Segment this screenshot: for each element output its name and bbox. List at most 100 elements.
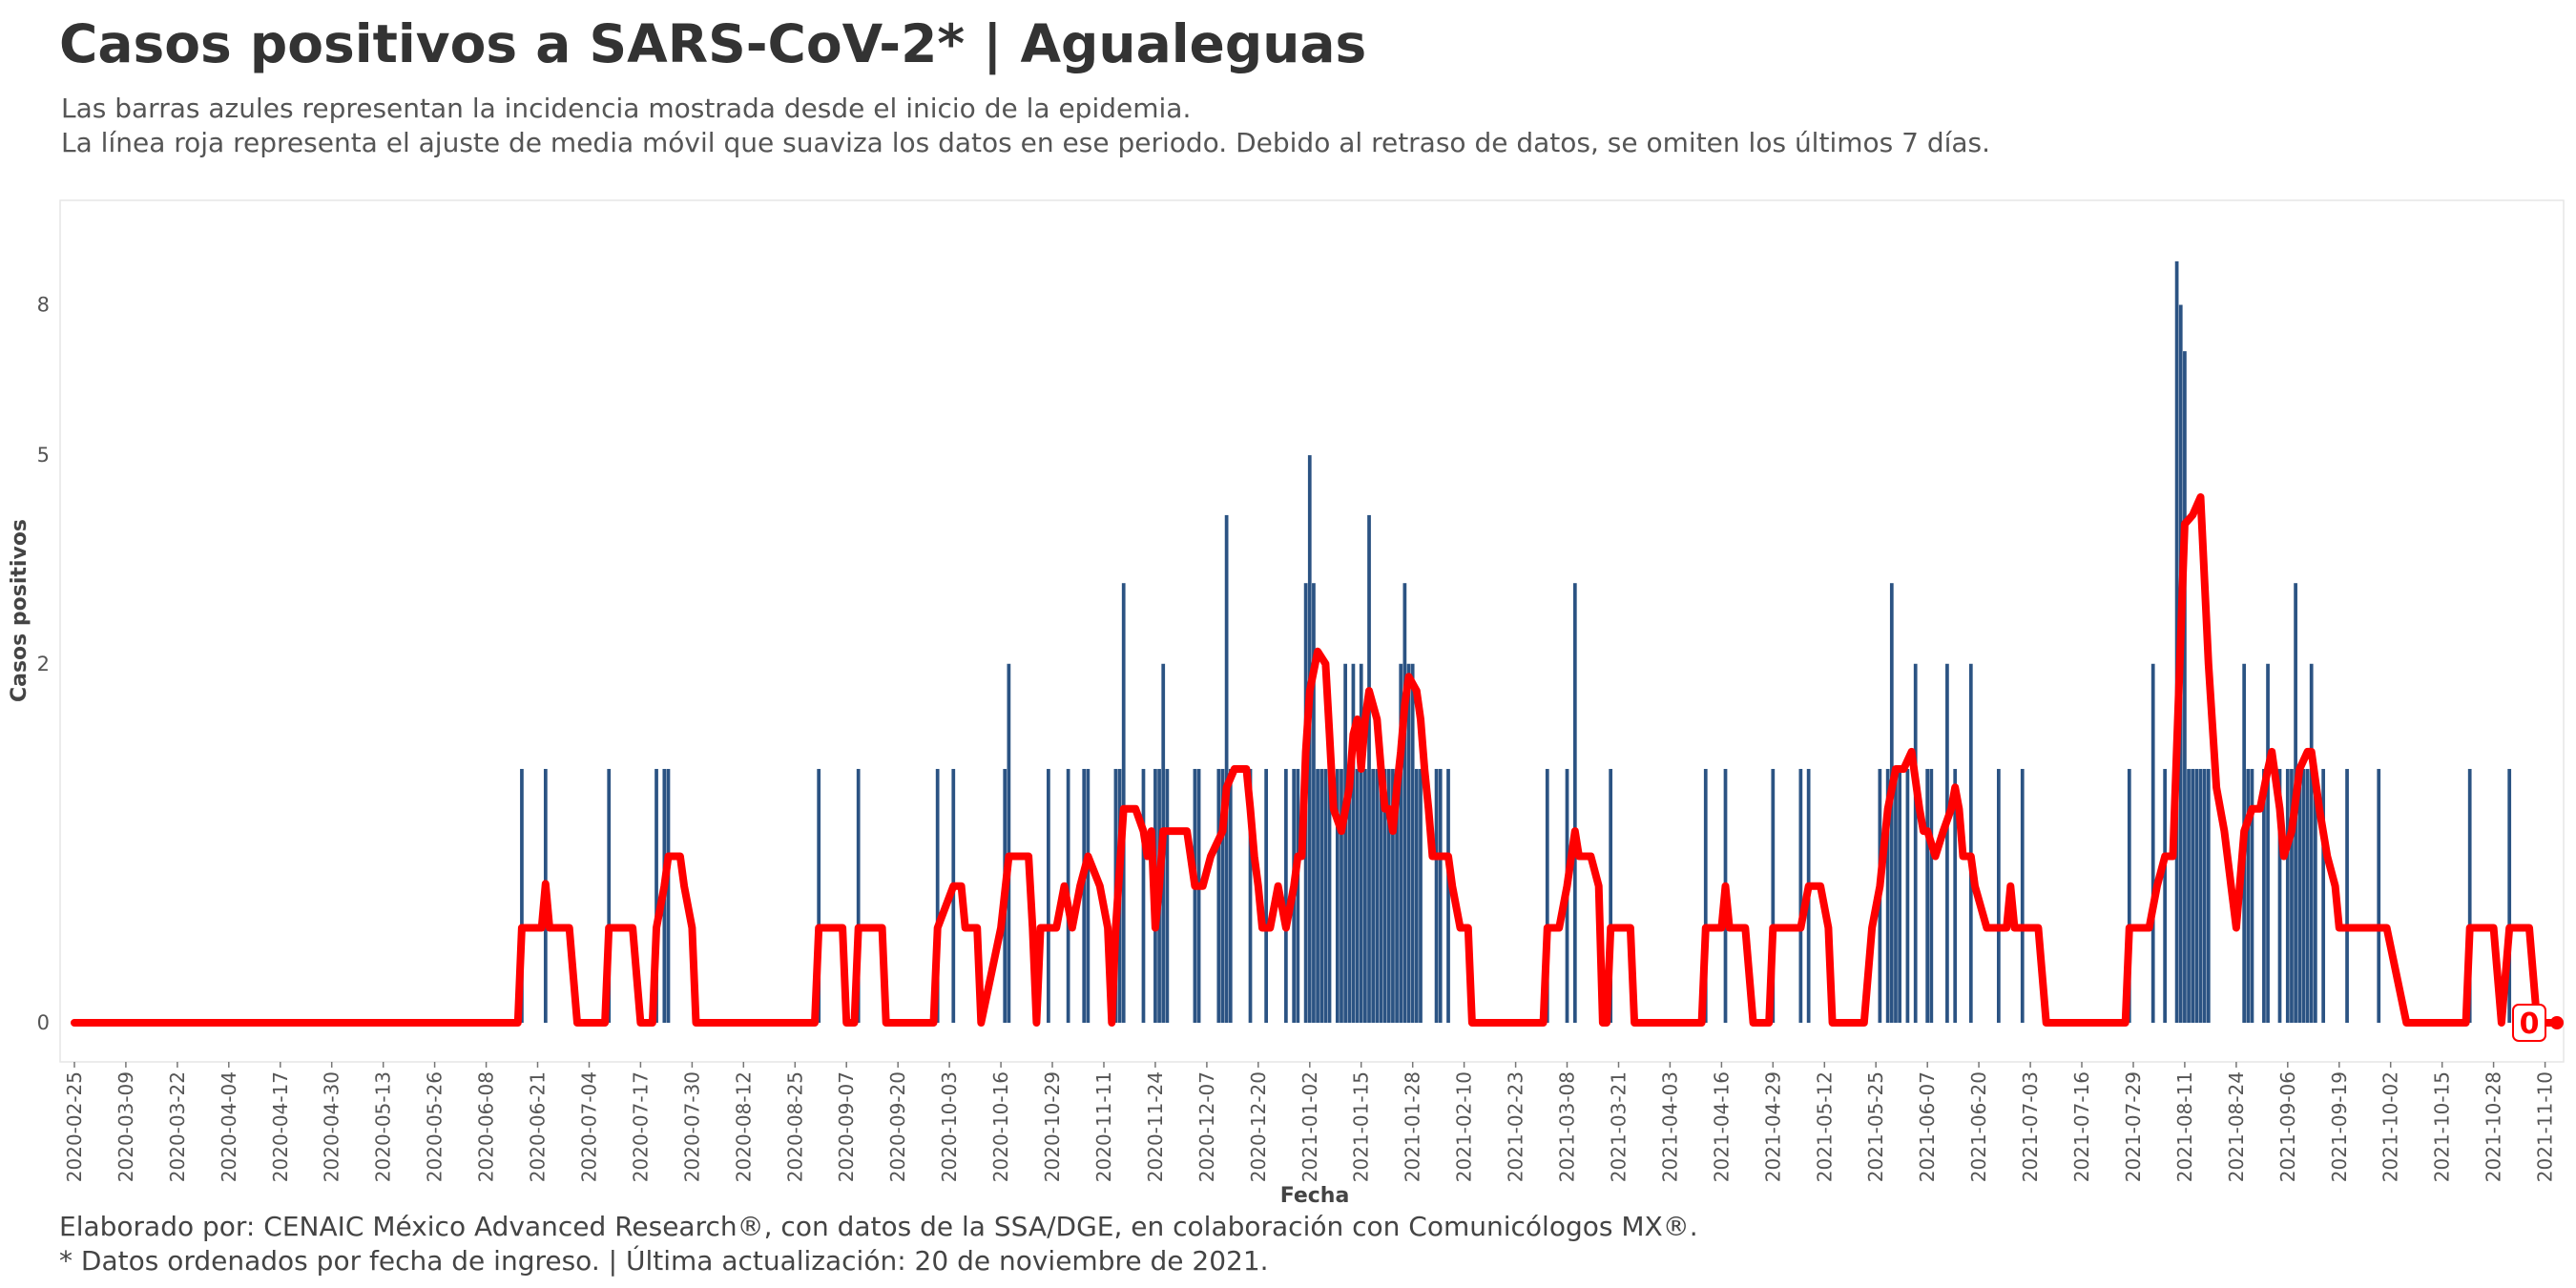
bar xyxy=(1395,768,1399,1023)
x-tick-label: 2020-06-21 xyxy=(527,1071,550,1182)
bar xyxy=(2198,768,2203,1023)
x-tick-label: 2020-10-03 xyxy=(938,1071,961,1182)
x-tick-label: 2021-06-07 xyxy=(1916,1071,1939,1182)
last-value-label: 0 xyxy=(2520,1008,2540,1041)
x-axis-label: Fecha xyxy=(1280,1184,1350,1208)
bar xyxy=(1355,768,1360,1023)
bar xyxy=(2127,768,2131,1023)
bar xyxy=(1047,768,1050,1023)
last-value-label-box xyxy=(2512,1004,2546,1042)
subtitle-line-1: Las barras azules representan la inciden… xyxy=(61,93,1192,124)
x-tick-label: 2020-08-12 xyxy=(732,1071,755,1182)
x-tick-label: 2021-04-29 xyxy=(1761,1071,1784,1182)
bar xyxy=(1402,583,1407,1023)
bar xyxy=(1165,768,1170,1023)
bar xyxy=(666,768,671,1023)
bar xyxy=(2194,768,2199,1023)
x-tick-label: 2021-08-24 xyxy=(2225,1071,2248,1182)
bar xyxy=(1248,768,1253,1023)
bar xyxy=(1335,768,1340,1023)
bar xyxy=(817,768,821,1023)
bar xyxy=(2163,768,2168,1023)
bar xyxy=(1798,768,1803,1023)
x-tick-label: 2020-11-24 xyxy=(1144,1071,1167,1182)
bar xyxy=(1359,663,1363,1023)
x-tick-label: 2020-11-11 xyxy=(1092,1071,1115,1182)
bar xyxy=(1007,663,1011,1023)
x-tick-label: 2020-12-07 xyxy=(1195,1071,1218,1182)
y-axis-ticks: 0 2 5 8 xyxy=(37,294,50,1035)
bar xyxy=(1414,768,1419,1023)
bar xyxy=(1193,768,1197,1023)
bar xyxy=(1925,768,1930,1023)
bar xyxy=(1410,663,1415,1023)
x-tick-label: 2020-05-13 xyxy=(372,1071,395,1182)
x-tick-label: 2021-11-10 xyxy=(2534,1071,2557,1182)
x-tick-label: 2020-02-25 xyxy=(63,1071,86,1182)
x-tick-label: 2021-10-15 xyxy=(2431,1071,2454,1182)
bar xyxy=(1323,768,1328,1023)
plot-panel xyxy=(59,199,2565,1063)
x-tick-label: 2020-04-30 xyxy=(321,1071,343,1182)
bar xyxy=(1382,768,1387,1023)
bar xyxy=(1141,768,1146,1023)
x-tick-label: 2020-09-20 xyxy=(886,1071,909,1182)
bar xyxy=(1905,768,1910,1023)
bar xyxy=(2206,768,2211,1023)
bar xyxy=(1913,663,1918,1023)
bar xyxy=(2262,768,2266,1023)
bar xyxy=(1945,663,1949,1023)
last-value-dot xyxy=(2550,1016,2564,1029)
x-tick-label: 2021-04-03 xyxy=(1658,1071,1681,1182)
bar xyxy=(654,768,658,1023)
x-tick-label: 2020-03-22 xyxy=(166,1071,189,1182)
bar xyxy=(1419,768,1423,1023)
x-tick-label: 2020-12-20 xyxy=(1247,1071,1270,1182)
x-tick-label: 2021-04-16 xyxy=(1710,1071,1733,1182)
x-tick-label: 2021-09-19 xyxy=(2328,1071,2351,1182)
x-tick-label: 2020-10-29 xyxy=(1041,1071,1064,1182)
bar xyxy=(1894,768,1898,1023)
x-tick-label: 2020-07-04 xyxy=(578,1071,601,1182)
bar xyxy=(1438,768,1443,1023)
x-tick-label: 2021-01-02 xyxy=(1298,1071,1321,1182)
bar xyxy=(2250,768,2254,1023)
bar xyxy=(935,768,940,1023)
bar xyxy=(1996,768,2001,1023)
bar xyxy=(1379,768,1383,1023)
y-axis-label: Casos positivos xyxy=(8,519,31,702)
bar xyxy=(1216,768,1221,1023)
x-tick-label: 2021-07-16 xyxy=(2070,1071,2093,1182)
x-tick-label: 2021-07-03 xyxy=(2019,1071,2042,1182)
bar xyxy=(1340,768,1343,1023)
bar xyxy=(2345,768,2349,1023)
bar xyxy=(1343,663,1347,1023)
bar xyxy=(1316,768,1319,1023)
x-tick-label: 2020-09-07 xyxy=(835,1071,858,1182)
x-tick-label: 2021-05-12 xyxy=(1813,1071,1836,1182)
bar xyxy=(2246,768,2251,1023)
bar xyxy=(1609,768,1613,1023)
chart-subtitle: Las barras azules representan la inciden… xyxy=(61,92,1990,160)
bar xyxy=(1406,663,1411,1023)
bar xyxy=(1545,768,1549,1023)
bar xyxy=(1220,768,1225,1023)
x-tick-label: 2020-04-04 xyxy=(218,1071,240,1182)
bar xyxy=(2266,663,2270,1023)
bar xyxy=(2507,768,2512,1023)
y-tick-label: 2 xyxy=(37,653,50,675)
bar xyxy=(1898,768,1901,1023)
bar xyxy=(1572,583,1577,1023)
bar xyxy=(1327,768,1332,1023)
chart-title: Casos positivos a SARS-CoV-2* | Agualegu… xyxy=(59,13,1367,74)
bar xyxy=(607,768,612,1023)
bar xyxy=(1196,768,1201,1023)
x-tick-label: 2020-06-08 xyxy=(475,1071,498,1182)
bar xyxy=(2290,768,2294,1023)
y-tick-label: 0 xyxy=(37,1011,50,1034)
x-tick-label: 2021-03-21 xyxy=(1608,1071,1631,1182)
chart-caption: Elaborado por: CENAIC México Advanced Re… xyxy=(59,1210,1698,1278)
x-tick-label: 2021-05-25 xyxy=(1864,1071,1887,1182)
x-tick-label: 2021-02-23 xyxy=(1505,1071,1527,1182)
y-tick-label: 8 xyxy=(37,294,50,317)
